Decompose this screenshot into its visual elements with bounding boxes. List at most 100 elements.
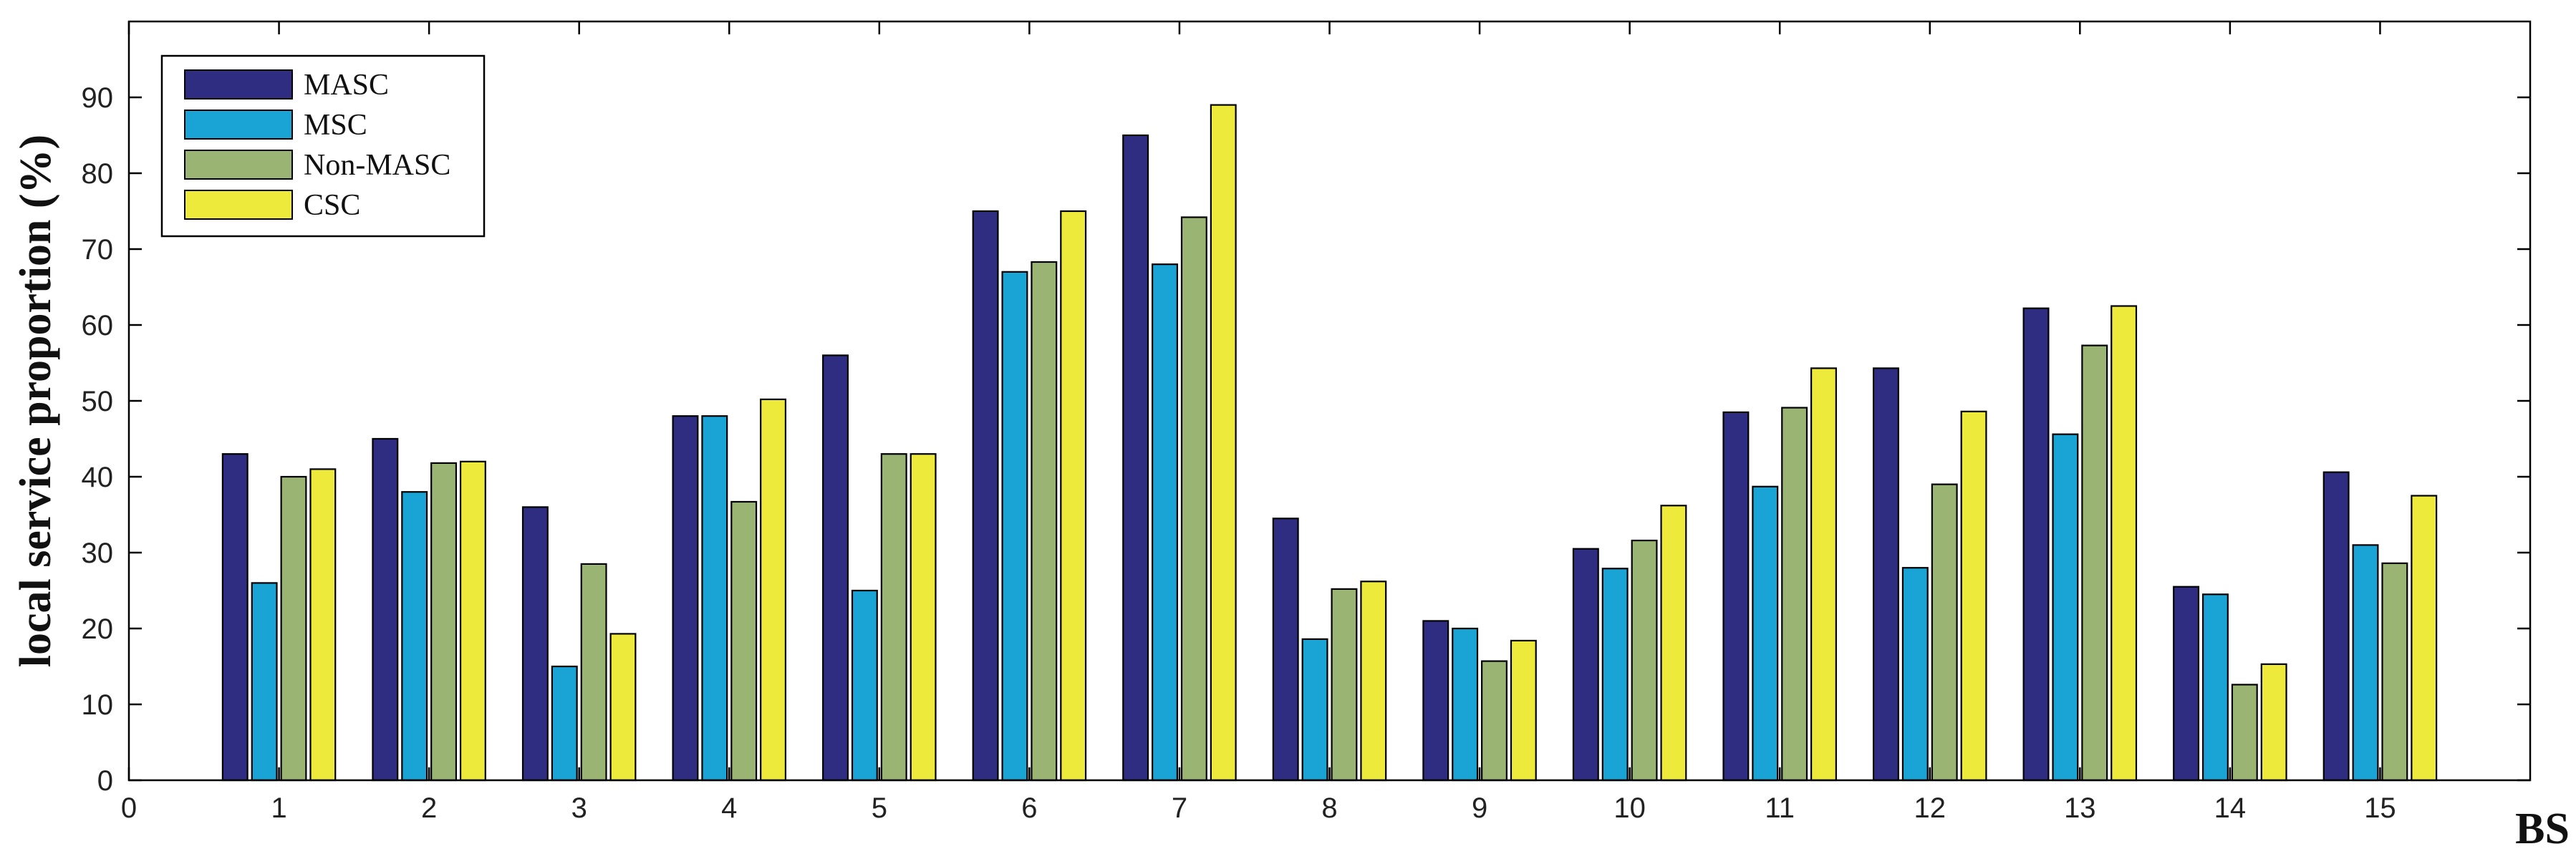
bar-masc-bs-3 <box>521 506 549 782</box>
bar-csc-bs-5 <box>910 453 937 782</box>
y-tick-label: 60 <box>82 310 114 341</box>
bar-msc-bs-4 <box>701 415 728 782</box>
bar-csc-bs-11 <box>1810 367 1837 782</box>
y-tick-label: 80 <box>82 158 114 190</box>
x-tick-label: 9 <box>1472 792 1487 824</box>
bar-csc-bs-10 <box>1660 505 1687 782</box>
x-tick-label: 2 <box>421 792 437 824</box>
legend-swatch-non-masc <box>184 150 293 180</box>
x-tick-label: 8 <box>1321 792 1337 824</box>
bar-csc-bs-14 <box>2260 663 2287 782</box>
bar-masc-bs-10 <box>1572 548 1599 782</box>
legend-label-non-masc: Non-MASC <box>304 149 450 182</box>
x-tick-label: 0 <box>121 792 137 824</box>
bar-non-masc-bs-6 <box>1031 261 1058 782</box>
bar-masc-bs-4 <box>672 415 699 782</box>
bar-csc-bs-6 <box>1060 210 1087 782</box>
bar-csc-bs-7 <box>1210 104 1237 782</box>
x-tick-label: 14 <box>2214 792 2247 824</box>
bar-non-masc-bs-3 <box>580 563 607 782</box>
bar-non-masc-bs-11 <box>1781 407 1808 782</box>
bar-msc-bs-11 <box>1752 485 1779 782</box>
x-axis-title: BS <box>2515 805 2570 853</box>
bar-msc-bs-6 <box>1001 271 1028 782</box>
bar-non-masc-bs-8 <box>1331 588 1358 782</box>
legend-swatch-masc <box>184 69 293 99</box>
x-tick-label: 15 <box>2364 792 2396 824</box>
bar-msc-bs-14 <box>2201 593 2229 782</box>
x-tick-label: 4 <box>721 792 737 824</box>
bar-msc-bs-12 <box>1901 567 1929 782</box>
bar-masc-bs-13 <box>2022 307 2050 782</box>
legend-label-msc: MSC <box>304 109 367 142</box>
x-tick-label: 1 <box>271 792 286 824</box>
bar-non-masc-bs-9 <box>1481 660 1508 782</box>
plot-frame <box>127 20 2532 782</box>
bar-masc-bs-14 <box>2173 586 2200 782</box>
legend-label-csc: CSC <box>304 189 360 222</box>
bar-msc-bs-7 <box>1152 263 1178 782</box>
bar-masc-bs-6 <box>972 210 999 782</box>
ticks-layer: 0 1 2 3 4 5 6 7 8 9 10 11 12 13 14 15010203040506070809… <box>82 21 2530 824</box>
y-tick-label: 20 <box>82 613 114 645</box>
bar-msc-bs-1 <box>251 582 278 782</box>
x-tick-label: 7 <box>1172 792 1187 824</box>
bar-masc-bs-7 <box>1122 134 1149 782</box>
bar-csc-bs-13 <box>2111 305 2138 782</box>
bar-non-masc-bs-14 <box>2231 684 2258 782</box>
bar-masc-bs-5 <box>822 354 849 782</box>
legend: MASC MSC Non-MASC CSC <box>160 54 486 238</box>
bar-non-masc-bs-1 <box>280 475 307 782</box>
bar-csc-bs-2 <box>459 460 486 782</box>
x-tick-label: 12 <box>1914 792 1947 824</box>
bar-csc-bs-12 <box>1960 410 1987 782</box>
bar-msc-bs-13 <box>2052 433 2079 782</box>
y-tick-label: 30 <box>82 538 114 569</box>
bar-non-masc-bs-4 <box>730 500 758 782</box>
bar-csc-bs-1 <box>309 468 337 782</box>
bar-non-masc-bs-13 <box>2081 344 2108 782</box>
bar-csc-bs-4 <box>760 398 787 782</box>
bar-msc-bs-5 <box>851 589 878 782</box>
bar-non-masc-bs-15 <box>2381 562 2408 782</box>
bar-msc-bs-8 <box>1301 638 1328 782</box>
y-axis-title: local service proportion (%) <box>11 135 60 667</box>
bar-msc-bs-15 <box>2352 544 2379 782</box>
bar-masc-bs-8 <box>1272 518 1299 782</box>
y-tick-label: 0 <box>97 765 113 797</box>
x-tick-label: 11 <box>1765 792 1795 824</box>
bar-masc-bs-9 <box>1422 620 1449 782</box>
bar-msc-bs-9 <box>1452 627 1479 782</box>
bar-non-masc-bs-2 <box>430 462 458 782</box>
y-tick-label: 70 <box>82 234 114 266</box>
bar-non-masc-bs-7 <box>1180 216 1207 782</box>
bar-non-masc-bs-10 <box>1631 539 1658 782</box>
x-tick-label: 3 <box>571 792 587 824</box>
legend-swatch-msc <box>184 110 293 140</box>
x-tick-label: 5 <box>872 792 887 824</box>
bar-masc-bs-15 <box>2322 471 2350 782</box>
legend-label-masc: MASC <box>304 69 389 102</box>
bar-msc-bs-3 <box>551 665 578 782</box>
legend-swatch-csc <box>184 190 293 220</box>
bar-csc-bs-15 <box>2411 495 2438 782</box>
x-tick-label: 6 <box>1021 792 1037 824</box>
bar-msc-bs-10 <box>1601 568 1629 782</box>
x-tick-label: 10 <box>1613 792 1646 824</box>
y-tick-label: 10 <box>82 689 114 721</box>
bar-masc-bs-2 <box>372 437 399 782</box>
bar-masc-bs-1 <box>221 453 249 782</box>
bar-csc-bs-8 <box>1360 581 1387 782</box>
y-tick-label: 90 <box>82 82 114 114</box>
x-tick-label: 13 <box>2064 792 2096 824</box>
bar-masc-bs-11 <box>1722 411 1750 782</box>
y-tick-label: 40 <box>82 462 114 493</box>
bar-csc-bs-9 <box>1510 639 1537 782</box>
bar-masc-bs-12 <box>1872 367 1899 782</box>
bar-non-masc-bs-12 <box>1931 483 1958 782</box>
bars-layer <box>221 104 2438 782</box>
bar-csc-bs-3 <box>609 633 637 782</box>
bar-msc-bs-2 <box>401 491 428 782</box>
bar-non-masc-bs-5 <box>880 453 907 782</box>
